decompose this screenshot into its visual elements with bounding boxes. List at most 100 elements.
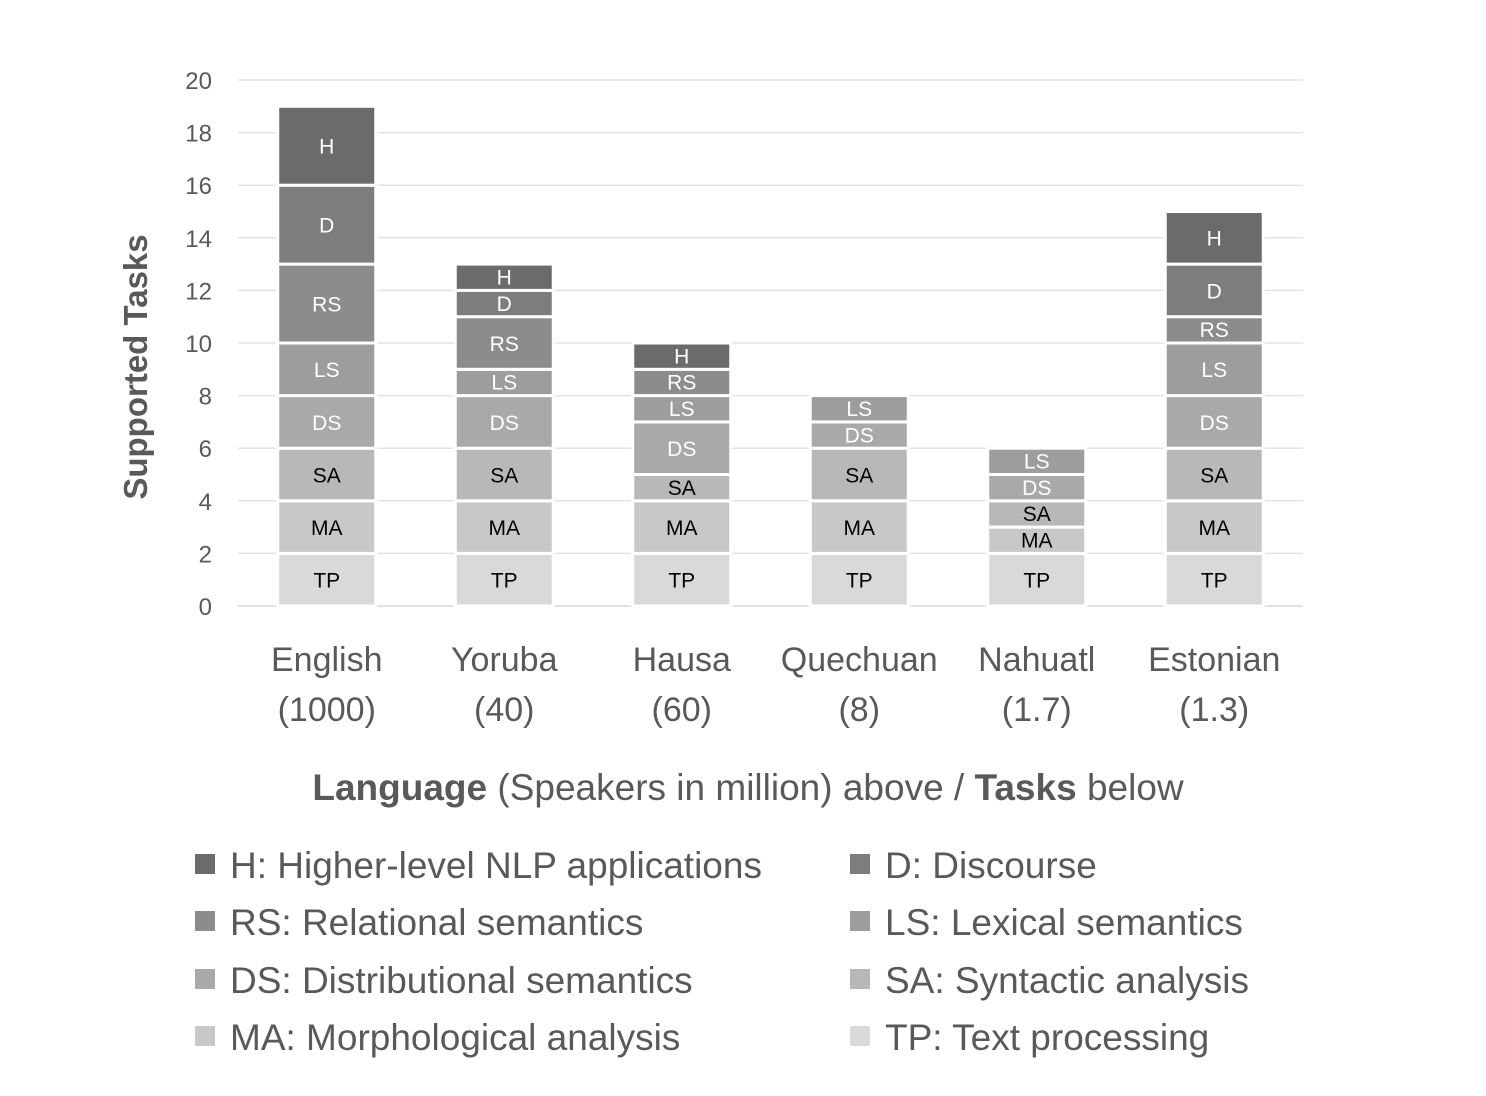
bar-segment-label: H xyxy=(319,136,334,159)
legend-item-ls: LS: Lexical semantics xyxy=(850,902,1243,943)
gridlines xyxy=(238,79,1303,607)
bar-segment-ds xyxy=(453,394,555,450)
bar-segment-ma xyxy=(631,499,733,555)
bar-segment-h xyxy=(276,104,378,187)
x-axis-label: Language (Speakers in million) above / T… xyxy=(312,767,1184,808)
legend-label: TP: Text processing xyxy=(885,1017,1209,1058)
bar-segment-label: TP xyxy=(313,570,340,593)
legend-swatch xyxy=(195,911,215,931)
x-category-sublabel: (1.7) xyxy=(1002,691,1072,729)
legend: H: Higher-level NLP applications D: Disco… xyxy=(195,845,1249,1058)
legend-label: RS: Relational semantics xyxy=(230,902,643,943)
y-tick-label: 20 xyxy=(185,68,212,95)
bar-segment-label: DS xyxy=(845,424,874,447)
legend-item-sa: SA: Syntactic analysis xyxy=(850,960,1249,1001)
legend-swatch xyxy=(195,1026,215,1046)
y-tick-label: 16 xyxy=(185,173,212,200)
bar-stack-estonian: TP MA SA DS LS RS D H xyxy=(1163,210,1265,608)
legend-swatch xyxy=(850,911,870,931)
bar-segment-label: RS xyxy=(667,372,696,395)
x-axis-label-part: (Speakers in million) above / xyxy=(487,767,974,808)
bar-segment-ma xyxy=(276,499,378,555)
y-tick-label: 12 xyxy=(185,278,212,305)
bar-segment-label: DS xyxy=(312,412,341,435)
bar-segment-label: D xyxy=(319,215,334,238)
bar-segment-label: DS xyxy=(667,438,696,461)
bar-segment-label: MA xyxy=(1199,517,1231,540)
legend-item-h: H: Higher-level NLP applications xyxy=(195,845,762,886)
legend-swatch xyxy=(850,1026,870,1046)
x-category-label: Hausa xyxy=(633,641,731,679)
y-tick-label: 18 xyxy=(185,121,212,148)
bar-segment-label: SA xyxy=(490,464,518,487)
bar-segment-label: TP xyxy=(846,570,873,593)
bar-segment-label: LS xyxy=(669,398,695,421)
bar-segment-h xyxy=(453,262,555,292)
bar-segment-ma xyxy=(453,499,555,555)
bar-segment-ds xyxy=(986,473,1088,503)
y-tick-label: 8 xyxy=(199,384,212,411)
x-category-sublabel: (8) xyxy=(838,691,880,729)
bar-segment-label: SA xyxy=(1200,464,1228,487)
x-category-label: Nahuatl xyxy=(978,641,1095,679)
bar-segment-label: LS xyxy=(1024,451,1050,474)
bar-segment-ls xyxy=(808,394,910,424)
legend-item-ds: DS: Distributional semantics xyxy=(195,960,693,1001)
bar-segment-label: SA xyxy=(845,464,873,487)
y-tick-label: 4 xyxy=(199,489,212,516)
y-axis-label: Supported Tasks xyxy=(117,234,154,499)
legend-item-tp: TP: Text processing xyxy=(850,1017,1209,1058)
legend-label: H: Higher-level NLP applications xyxy=(230,845,762,886)
bar-segment-label: RS xyxy=(1200,319,1229,342)
legend-label: DS: Distributional semantics xyxy=(230,960,693,1001)
x-category-label: Yoruba xyxy=(451,641,558,679)
x-category-sublabel: (1000) xyxy=(278,691,376,729)
legend-label: SA: Syntactic analysis xyxy=(885,960,1249,1001)
bar-segment-label: LS xyxy=(846,398,872,421)
bar-segment-label: H xyxy=(674,345,689,368)
bar-segment-tp xyxy=(276,551,378,608)
bar-stack-hausa: TP MA SA DS LS RS H xyxy=(631,341,733,608)
y-tick-label: 0 xyxy=(199,594,212,621)
bar-segment-label: TP xyxy=(491,570,518,593)
bar-segment-rs xyxy=(631,367,733,398)
bar-stack-yoruba: TP MA SA DS LS RS DH xyxy=(453,262,555,608)
bar-segment-ma xyxy=(808,499,910,555)
x-category-sublabel: (60) xyxy=(652,691,712,729)
bar-segment-label: DS xyxy=(1022,477,1051,500)
x-category-label: English xyxy=(271,641,383,679)
bar-segment-label: MA xyxy=(1021,529,1053,552)
bar-segment-label: H xyxy=(497,266,512,289)
bar-stack-quechuan: TP MA SA DS LS xyxy=(808,394,910,608)
bar-stack-nahuatl: TP MA SA DS LS xyxy=(986,446,1088,608)
bar-segment-h xyxy=(1163,210,1265,266)
bar-segment-ds xyxy=(808,420,910,450)
x-category-sublabel: (40) xyxy=(474,691,534,729)
x-axis-label-part: below xyxy=(1077,767,1184,808)
bar-segment-h xyxy=(631,341,733,371)
bar-segment-ds xyxy=(276,394,378,450)
bar-segment-tp xyxy=(1163,551,1265,608)
bar-segment-sa xyxy=(276,446,378,503)
bar-segment-label: LS xyxy=(491,372,517,395)
x-category-label: Estonian xyxy=(1148,641,1280,679)
y-tick-label: 10 xyxy=(185,331,212,358)
bar-segment-label: SA xyxy=(1023,503,1051,526)
x-category-label: Quechuan xyxy=(781,641,938,679)
bar-segment-label: SA xyxy=(668,477,696,500)
legend-label: D: Discourse xyxy=(885,845,1097,886)
y-axis-ticks: 0 2 4 6 8 10 12 14 16 18 20 xyxy=(185,68,212,621)
bar-segment-label: D xyxy=(497,293,512,316)
bar-segment-sa xyxy=(631,473,733,503)
x-category-sublabel: (1.3) xyxy=(1179,691,1249,729)
legend-swatch xyxy=(850,969,870,989)
legend-label: LS: Lexical semantics xyxy=(885,902,1243,943)
bar-segment-label: LS xyxy=(314,359,340,382)
bar-segment-label: MA xyxy=(489,517,521,540)
legend-swatch xyxy=(195,854,215,874)
bar-segment-d xyxy=(453,288,555,319)
y-tick-label: 6 xyxy=(199,436,212,463)
bar-segment-label: MA xyxy=(666,517,698,540)
bar-segment-label: DS xyxy=(1200,412,1229,435)
bar-segment-ls xyxy=(453,367,555,398)
